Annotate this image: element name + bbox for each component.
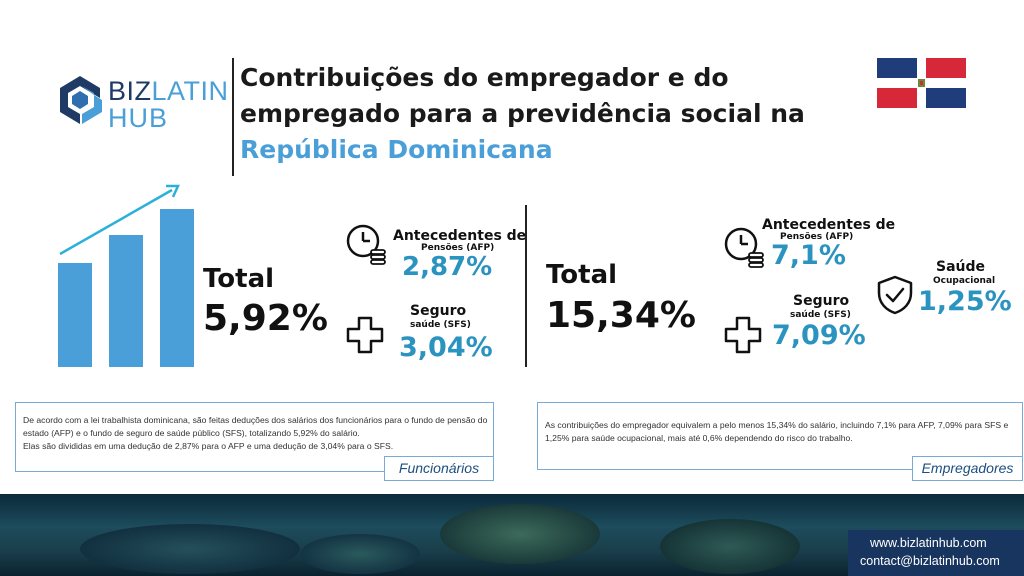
plus-icon bbox=[346, 316, 384, 354]
employers-info-text: As contribuições do empregador equivalem… bbox=[545, 420, 1009, 443]
employer-total-value: 15,34% bbox=[546, 295, 696, 336]
logo-wordmark-bottom: HUB bbox=[108, 103, 169, 133]
employee-total-label: Total bbox=[203, 264, 275, 294]
employer-occupational-title: Saúde bbox=[936, 259, 986, 275]
chart-bar-1 bbox=[58, 263, 92, 367]
employer-pension-subtitle: Pensões (AFP) bbox=[780, 232, 854, 242]
employer-total-label: Total bbox=[546, 260, 618, 290]
employer-occupational-value: 1,25% bbox=[918, 286, 1012, 317]
plus-icon bbox=[724, 316, 762, 354]
clock-coins-icon bbox=[724, 227, 764, 268]
bizlatinhub-logo: BIZLATIN HUB bbox=[58, 74, 228, 134]
section-divider bbox=[525, 205, 527, 367]
shield-check-icon bbox=[877, 275, 913, 315]
employee-total-value: 5,92% bbox=[203, 298, 328, 339]
clock-coins-icon bbox=[346, 224, 386, 265]
website-link[interactable]: www.bizlatinhub.com bbox=[870, 536, 987, 550]
employee-health-subtitle: saúde (SFS) bbox=[410, 320, 471, 330]
employers-tag: Empregadores bbox=[912, 456, 1023, 481]
page-title: Contribuições do empregador e do emprega… bbox=[240, 60, 805, 168]
employer-pension-title: Antecedentes de bbox=[762, 217, 896, 233]
dominican-republic-flag-icon bbox=[877, 58, 966, 108]
contact-panel: www.bizlatinhub.com contact@bizlatinhub.… bbox=[848, 530, 1024, 576]
growth-chart-icon bbox=[58, 184, 194, 367]
employer-pension-value: 7,1% bbox=[771, 240, 846, 271]
employer-health-subtitle: saúde (SFS) bbox=[790, 310, 851, 320]
employers-info-box: As contribuições do empregador equivalem… bbox=[537, 402, 1023, 470]
employees-tag: Funcionários bbox=[384, 456, 494, 481]
employees-info-text: De acordo com a lei trabalhista dominica… bbox=[23, 415, 488, 451]
employee-health-title: Seguro bbox=[410, 303, 467, 319]
employer-health-title: Seguro bbox=[793, 293, 850, 309]
email-link[interactable]: contact@bizlatinhub.com bbox=[860, 554, 1000, 568]
chart-bar-2 bbox=[109, 235, 143, 367]
employee-pension-title: Antecedentes de bbox=[393, 228, 527, 244]
title-line-2: empregado para a previdência social na bbox=[240, 99, 805, 128]
chart-trend-arrow bbox=[59, 188, 173, 256]
employee-pension-value: 2,87% bbox=[402, 252, 493, 282]
logo-mark-icon bbox=[60, 76, 102, 124]
chart-bar-3 bbox=[160, 209, 194, 367]
employer-health-value: 7,09% bbox=[772, 320, 866, 351]
title-divider bbox=[232, 58, 234, 176]
title-line-1: Contribuições do empregador e do bbox=[240, 63, 729, 92]
title-line-3: República Dominicana bbox=[240, 135, 553, 164]
logo-wordmark-top: BIZLATIN bbox=[108, 76, 229, 106]
employee-pension-subtitle: Pensões (AFP) bbox=[421, 243, 495, 253]
employer-occupational-subtitle: Ocupacional bbox=[933, 276, 996, 286]
employee-health-value: 3,04% bbox=[399, 332, 493, 363]
